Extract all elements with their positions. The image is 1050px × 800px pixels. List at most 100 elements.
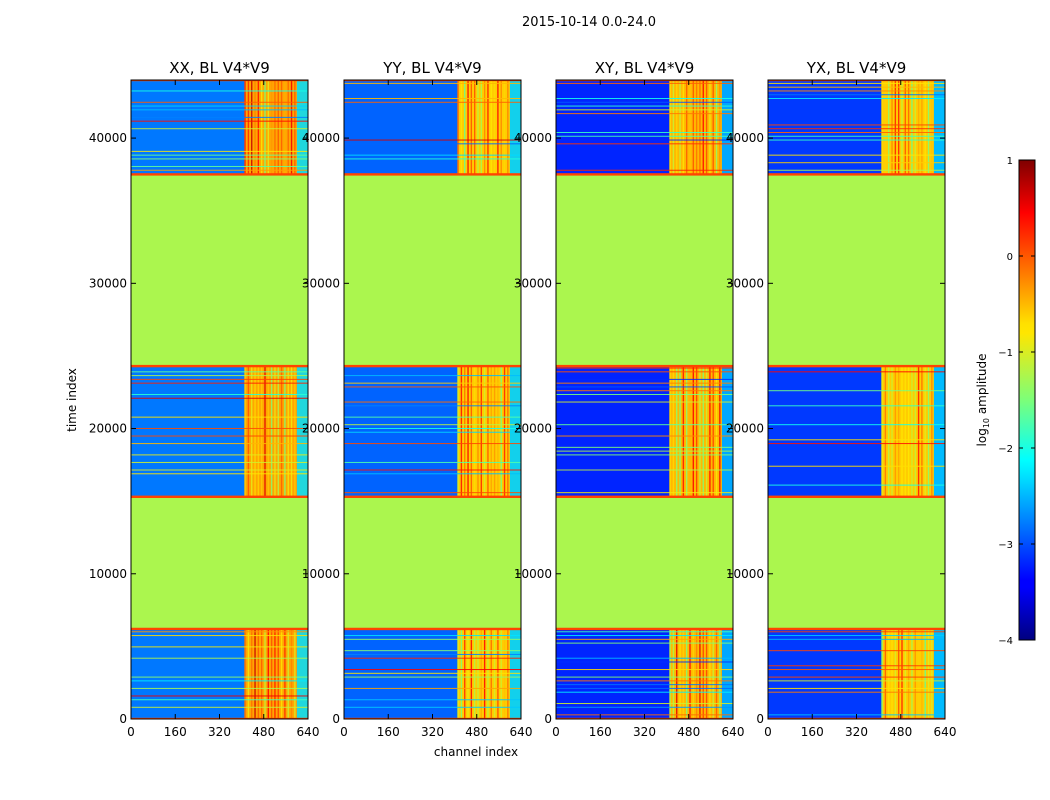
time-streak [556,469,733,471]
time-streak [768,90,945,92]
channel-streak [483,80,486,175]
y-axis-label: time index [65,368,79,432]
channel-streak [917,80,920,175]
time-streak [556,638,733,640]
time-streak [344,461,521,463]
flag-boundary [131,627,308,631]
channel-streak [901,628,903,719]
time-streak [131,90,308,92]
y-tick-label: 30000 [514,276,552,290]
channel-streak [682,80,685,175]
time-streak [131,150,308,152]
time-streak [556,703,733,705]
time-streak [768,665,945,667]
channel-streak [907,628,910,719]
channel-streak [911,366,913,497]
time-streak [131,676,308,678]
panel-title: YY, BL V4*V9 [382,59,481,77]
time-streak [768,635,945,637]
channel-streak [500,628,502,719]
channel-streak [257,628,260,719]
channel-streak [897,628,900,719]
time-streak [556,687,733,689]
time-streak [344,706,521,708]
channel-streak [270,628,273,719]
time-streak [556,424,733,426]
channel-streak [493,80,496,175]
edge-channels [721,366,733,497]
time-streak [556,454,733,456]
flagged-region [556,174,733,367]
channel-streak [467,80,469,175]
channel-streak [709,628,711,719]
time-streak [556,378,733,380]
channel-streak [709,366,711,497]
channel-streak [457,366,459,497]
channel-streak [672,628,675,719]
channel-streak [294,366,296,497]
time-streak [131,165,308,167]
time-streak [768,131,945,133]
time-streak [768,98,945,100]
channel-streak [497,628,499,719]
channel-streak [672,366,675,497]
channel-streak [244,628,246,719]
time-streak [556,446,733,448]
time-streak [131,680,308,682]
channel-streak [888,80,890,175]
flag-boundary [344,364,521,368]
time-streak [768,650,945,652]
channel-streak [676,80,678,175]
time-streak [131,699,308,701]
y-tick-label: 20000 [89,422,127,436]
panel-title: YX, BL V4*V9 [806,59,907,77]
x-tick-label: 0 [764,725,772,739]
x-tick-label: 480 [465,725,488,739]
time-streak [556,691,733,693]
channel-streak [290,80,293,175]
channel-streak [277,628,279,719]
channel-streak [679,628,681,719]
time-streak [131,116,308,118]
channel-streak [685,628,688,719]
edge-channels [509,628,521,719]
channel-streak [891,80,893,175]
channel-streak [464,80,466,175]
time-streak [768,687,945,689]
channel-streak [702,628,704,719]
channel-streak [507,80,509,175]
colorbar-tick-label: −2 [998,444,1013,455]
channel-streak [277,366,279,497]
time-streak [556,393,733,395]
channel-streak [917,366,920,497]
time-streak [131,454,308,456]
channel-streak [493,628,496,719]
y-tick-label: 30000 [726,276,764,290]
edge-channels [933,80,945,175]
channel-streak [294,80,296,175]
heatmap-cells [556,80,733,719]
time-streak [344,443,521,445]
flag-boundary [344,173,521,176]
channel-streak [894,80,897,175]
channel-streak [692,628,695,719]
time-streak [344,101,521,103]
time-streak [556,657,733,659]
time-streak [556,382,733,384]
time-streak [344,427,521,429]
time-streak [344,638,521,640]
time-streak [768,484,945,486]
channel-streak [270,366,273,497]
heatmap-cells [131,80,308,719]
time-streak [556,135,733,137]
y-tick-label: 0 [119,712,127,726]
channel-streak [904,628,907,719]
colorbar-tick-label: 0 [1007,252,1013,263]
y-tick-label: 10000 [726,567,764,581]
time-streak [344,492,521,494]
x-tick-label: 480 [677,725,700,739]
channel-streak [264,628,266,719]
x-tick-label: 160 [377,725,400,739]
flag-boundary [344,627,521,631]
channel-streak [487,366,489,497]
